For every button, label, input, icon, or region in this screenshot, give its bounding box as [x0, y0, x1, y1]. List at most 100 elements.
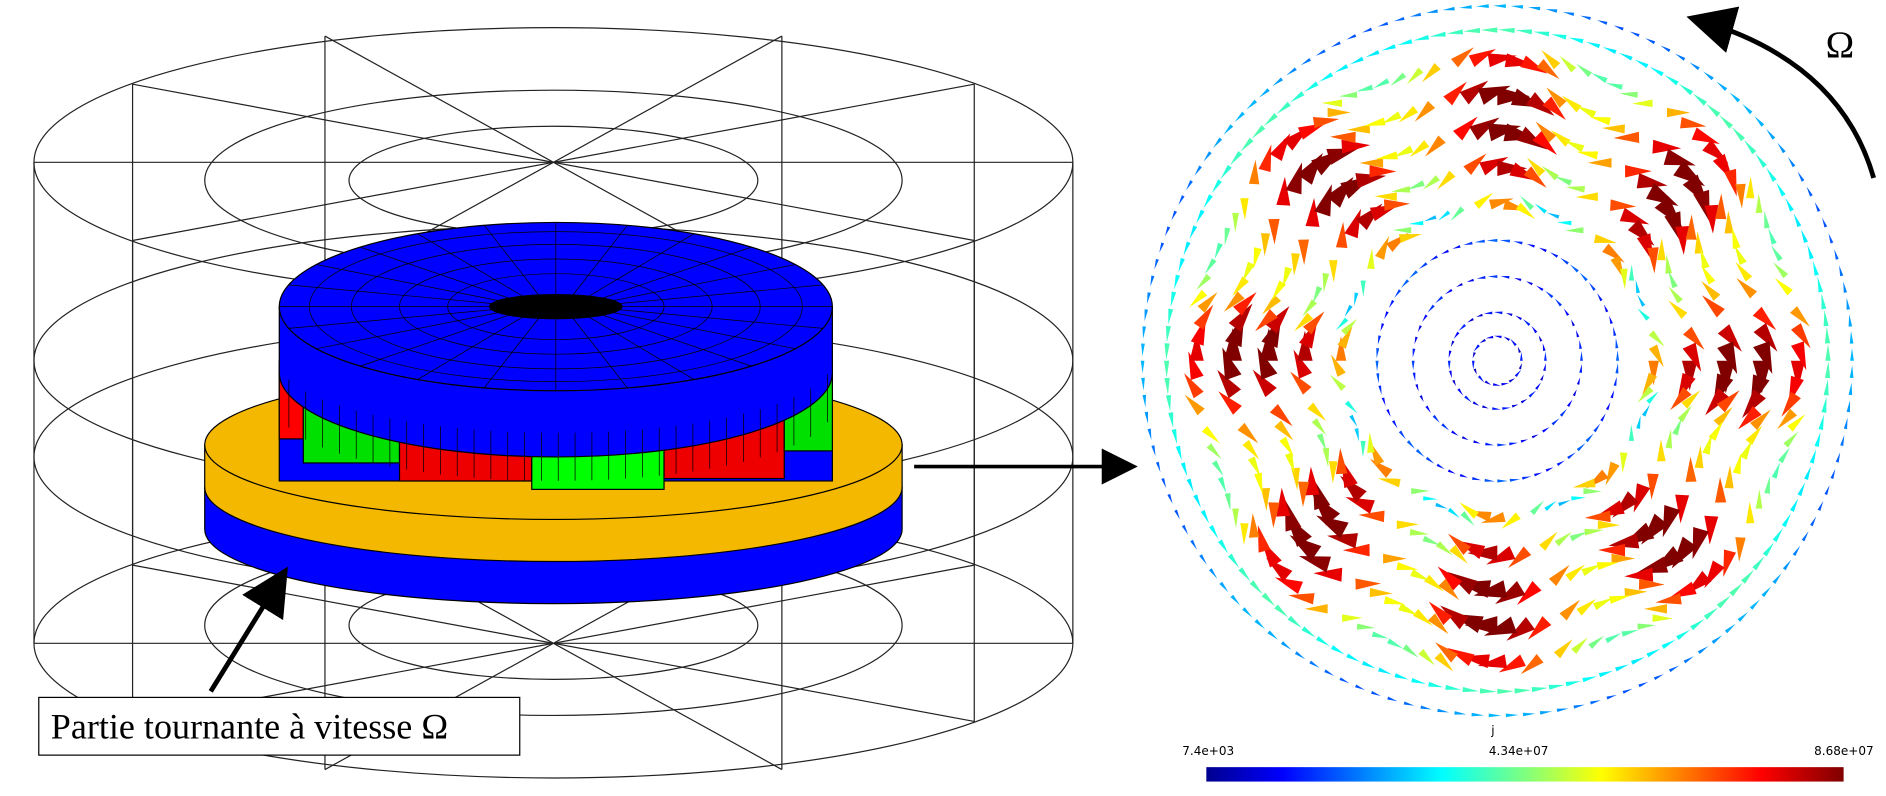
field-arrow: [1400, 279, 1410, 289]
field-arrow: [1338, 91, 1358, 98]
field-arrow: [1170, 291, 1177, 307]
field-arrow: [1526, 243, 1535, 248]
field-arrow: [1183, 241, 1191, 256]
field-arrow: [1446, 29, 1464, 35]
field-arrow: [1705, 387, 1730, 416]
mesh-line: [613, 312, 796, 350]
field-arrow: [1178, 257, 1185, 273]
field-arrow: [1610, 199, 1637, 211]
field-arrow: [1657, 439, 1666, 462]
field-arrow: [1572, 389, 1577, 397]
field-arrow: [1513, 241, 1523, 245]
field-arrow: [1515, 202, 1536, 220]
field-arrow: [1618, 52, 1633, 61]
field-arrow: [1313, 567, 1343, 582]
field-arrow: [1582, 676, 1598, 683]
field-arrow: [1171, 428, 1178, 445]
field-arrow: [1274, 577, 1303, 595]
field-arrow: [1587, 158, 1612, 168]
field-arrow: [1675, 494, 1690, 524]
field-arrow: [1356, 84, 1374, 92]
field-arrow: [1551, 34, 1567, 40]
field-arrow: [1375, 360, 1379, 372]
field-arrow: [1731, 127, 1746, 142]
rotation-label: Ω: [1826, 25, 1855, 67]
field-arrow: [1735, 261, 1753, 282]
field-arrow: [1315, 49, 1326, 56]
field-arrow: [1487, 275, 1498, 278]
field-arrow: [1764, 476, 1770, 494]
field-arrow: [1790, 498, 1799, 512]
field-arrow: [1298, 239, 1310, 265]
field-arrow: [1637, 308, 1650, 321]
field-arrow: [1164, 226, 1171, 237]
field-arrow: [1565, 186, 1586, 193]
field-arrow: [1543, 363, 1546, 371]
field-arrow: [1232, 276, 1250, 297]
field-arrow: [1457, 388, 1464, 396]
field-arrow: [1772, 528, 1783, 543]
field-arrow: [1267, 630, 1279, 640]
field-arrow: [1678, 83, 1694, 96]
field-arrow: [1435, 541, 1453, 556]
field-arrow: [1398, 105, 1419, 123]
field-arrow: [1269, 404, 1293, 427]
field-arrow: [1646, 648, 1661, 658]
field-arrow: [1344, 400, 1358, 414]
field-arrow: [1542, 427, 1550, 433]
field-arrow: [1344, 304, 1353, 318]
field-arrow: [1445, 684, 1462, 690]
field-arrow: [1451, 430, 1459, 436]
field-arrow: [1178, 195, 1185, 206]
field-arrow: [1610, 390, 1615, 399]
field-arrow: [1189, 289, 1208, 308]
field-arrow: [1214, 242, 1223, 260]
field-arrow: [1314, 184, 1332, 217]
field-arrow: [1637, 294, 1646, 307]
field-arrow: [1398, 603, 1419, 616]
field-arrow: [1569, 264, 1579, 273]
mesh-line: [447, 273, 665, 340]
mesh-line: [572, 225, 628, 296]
field-arrow: [1305, 466, 1320, 496]
field-arrow: [1447, 469, 1456, 474]
field-arrow: [1497, 479, 1508, 483]
field-arrow: [1298, 555, 1331, 573]
field-arrow: [1541, 165, 1559, 181]
field-arrow: [1449, 370, 1452, 379]
field-arrow: [1610, 255, 1625, 280]
field-arrow: [1653, 674, 1664, 681]
field-arrow: [1189, 332, 1204, 361]
field-arrow: [1711, 635, 1723, 644]
field-arrow: [1224, 492, 1231, 511]
field-arrow: [1362, 27, 1373, 33]
field-arrow: [1636, 415, 1641, 429]
field-arrow: [1497, 443, 1507, 447]
field-arrow: [1437, 566, 1463, 591]
field-arrow: [1168, 412, 1174, 429]
mesh-line: [288, 284, 492, 304]
field-arrow: [1534, 203, 1547, 214]
field-arrow: [1793, 213, 1802, 228]
field-arrow: [1414, 336, 1418, 345]
field-arrow: [1397, 39, 1413, 46]
field-arrow: [1724, 168, 1737, 197]
field-arrow: [1327, 533, 1358, 549]
field-arrow: [1580, 15, 1591, 20]
field-arrow: [1615, 664, 1629, 672]
field-arrow: [1341, 318, 1358, 336]
field-arrow: [1442, 6, 1455, 11]
field-arrow: [1193, 494, 1201, 509]
field-arrow: [1425, 135, 1446, 157]
field-arrow: [1576, 63, 1593, 78]
field-arrow: [1692, 93, 1708, 106]
mesh-line: [619, 309, 823, 329]
field-arrow: [1525, 281, 1533, 286]
field-arrow: [1287, 615, 1302, 628]
field-arrow: [1164, 343, 1170, 360]
mesh-line: [417, 316, 523, 380]
field-arrow: [1220, 164, 1232, 180]
field-arrow: [1598, 670, 1614, 678]
field-arrow: [1279, 436, 1294, 457]
field-arrow: [1473, 192, 1494, 210]
